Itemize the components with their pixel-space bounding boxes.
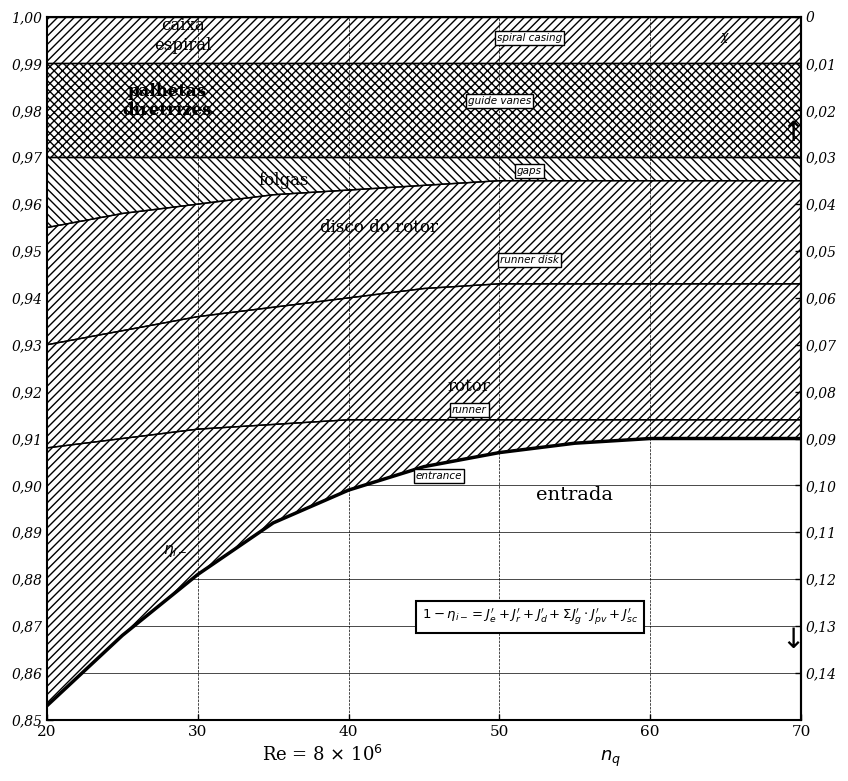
Text: disco do rotor: disco do rotor	[320, 219, 438, 236]
Text: $n_q$: $n_q$	[600, 749, 621, 769]
Text: $\eta_{i-}$: $\eta_{i-}$	[163, 543, 187, 559]
Text: folgas: folgas	[258, 172, 309, 189]
Text: entrance: entrance	[416, 471, 462, 481]
Text: ↓: ↓	[781, 626, 805, 654]
Text: palhetas
diretrizes: palhetas diretrizes	[123, 83, 212, 119]
Text: gaps: gaps	[517, 166, 542, 177]
Text: $\chi$: $\chi$	[721, 30, 731, 45]
Text: $1-\eta_{i-} = J_e^{\prime} + J_r^{\prime} + J_d^{\prime} + \Sigma J_g^{\prime} : $1-\eta_{i-} = J_e^{\prime} + J_r^{\prim…	[421, 607, 638, 626]
Text: runner disk: runner disk	[500, 255, 559, 266]
Text: runner: runner	[452, 405, 487, 415]
Text: guide vanes: guide vanes	[468, 96, 531, 106]
Text: ↑: ↑	[781, 119, 805, 147]
Text: spiral casing: spiral casing	[497, 33, 562, 43]
Text: rotor: rotor	[448, 379, 491, 395]
Text: entrada: entrada	[536, 486, 613, 504]
Text: caixa
espiral: caixa espiral	[154, 17, 211, 54]
Text: Re = 8 $\times$ 10$^6$: Re = 8 $\times$ 10$^6$	[262, 745, 382, 765]
